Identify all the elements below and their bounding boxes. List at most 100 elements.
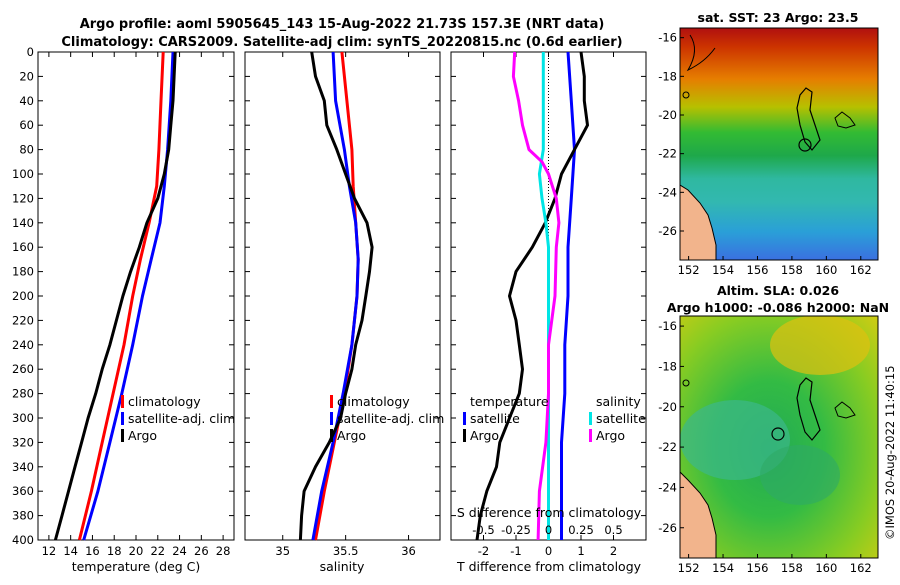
sla-contour-dot	[682, 379, 690, 387]
y-tick-label: 220	[12, 313, 34, 327]
map-y-tick-label: -20	[658, 400, 677, 414]
x-tick-label: -2	[478, 544, 489, 558]
temperature-legend: climatology satellite-adj. clim Argo	[121, 394, 235, 443]
salinity-legend: climatology satellite-adj. clim Argo	[330, 394, 444, 443]
sla-land-australia	[680, 472, 716, 558]
x-tick-label: 35	[275, 544, 290, 558]
sst-coastline	[680, 184, 717, 260]
map-x-tick-label: 158	[781, 561, 803, 575]
sst-map-field	[680, 28, 878, 260]
sla-map-frame	[679, 315, 879, 559]
map-x-tick-label: 154	[712, 263, 734, 277]
series-line-climatology	[77, 51, 165, 541]
map-x-tick-label: 152	[678, 263, 700, 277]
y-tick-label: 240	[12, 338, 34, 352]
map-y-tick-label: -26	[658, 224, 677, 238]
sst-map-frame	[679, 27, 879, 261]
legend-swatch-s-satellite	[589, 412, 592, 425]
map-y-tick-label: -20	[658, 108, 677, 122]
map-x-tick-label: 152	[678, 561, 700, 575]
legend-argo: Argo	[337, 428, 366, 443]
sla-reef-contour	[796, 377, 821, 441]
salinity-x-label: salinity	[320, 559, 365, 574]
map-x-tick-label: 162	[850, 561, 872, 575]
legend-swatch-climatology	[330, 395, 333, 408]
legend-swatch-t-argo	[463, 429, 466, 442]
x-tick-label: 22	[150, 544, 165, 558]
map-y-tick-label: -24	[658, 480, 677, 494]
sla-high-n	[770, 316, 870, 375]
y-tick-label: 0	[27, 45, 34, 59]
series-line-satellite-adj-clim	[311, 51, 360, 541]
x-tick-label: 18	[107, 544, 122, 558]
y-tick-label: 140	[12, 216, 34, 230]
y-tick-label: 360	[12, 484, 34, 498]
difference-salinity-legend: salinity satellite Argo	[589, 394, 646, 443]
map-y-tick-label: -24	[658, 185, 677, 199]
map-x-tick-label: 160	[815, 561, 837, 575]
x-tick-label: -1	[510, 544, 521, 558]
y-tick-label: 100	[12, 167, 34, 181]
x-tick-label: 35.5	[333, 544, 359, 558]
y-tick-label: 260	[12, 362, 34, 376]
sst-land-australia	[680, 185, 716, 260]
y-tick-label: 200	[12, 289, 34, 303]
temperature-plot: 12 14 16 18 20 22 24 26 280204060801001201401601…	[12, 45, 234, 558]
x-tick-label: 0	[545, 544, 552, 558]
y-tick-label: 340	[12, 460, 34, 474]
s-difference-label: S difference from climatology	[457, 505, 642, 520]
x-tick-label: 36	[401, 544, 416, 558]
x-tick-label: 24	[172, 544, 187, 558]
map-x-tick-label: 160	[815, 263, 837, 277]
map-y-tick-label: -16	[658, 31, 677, 45]
map-x-tick-label: 154	[712, 561, 734, 575]
sla-eddy-1	[680, 400, 790, 480]
legend-swatch-argo	[330, 429, 333, 442]
figure-title-line2: Climatology: CARS2009. Satellite-adj cli…	[61, 35, 622, 50]
figure-title-line1: Argo profile: aoml 5905645_143 15-Aug-20…	[80, 17, 605, 32]
sla-map-field	[680, 316, 878, 558]
y-tick-label: 300	[12, 411, 34, 425]
map-x-tick-label: 158	[781, 263, 803, 277]
legend-swatch-climatology	[121, 395, 124, 408]
sla-eddy-2	[760, 445, 840, 505]
series-line-temperature-argo	[475, 51, 589, 541]
salinity-plot-frame	[244, 51, 441, 541]
sst-contour-nw	[686, 34, 716, 72]
map-y-tick-label: -22	[658, 440, 677, 454]
sla-reef-contour-2	[834, 401, 856, 419]
difference-temperature-legend: temperature satellite Argo	[463, 394, 549, 443]
sst-reef-contour-2	[834, 111, 856, 129]
x-tick-label: 14	[63, 544, 78, 558]
legend-swatch-s-argo	[589, 429, 592, 442]
temperature-plot-frame	[37, 51, 235, 541]
y-tick-label: 120	[12, 191, 34, 205]
sst-argo-marker	[798, 138, 812, 152]
legend-satellite-adj: satellite-adj. clim	[337, 411, 444, 426]
legend-climatology: climatology	[337, 394, 410, 409]
y-tick-label: 320	[12, 435, 34, 449]
y-tick-label: 80	[19, 143, 34, 157]
s-diff-tick-label: 0.25	[568, 523, 594, 537]
legend-t-argo: Argo	[470, 428, 499, 443]
series-line-salinity-argo	[511, 51, 561, 541]
x-tick-label: 12	[42, 544, 57, 558]
legend-swatch-satellite	[121, 412, 124, 425]
s-diff-tick-label: -0.5	[472, 523, 494, 537]
sst-map-axes: 152 154 156 158 160 162 -16 -18 -20 -22 -24 -26	[658, 31, 872, 277]
imos-credit: ©IMOS 20-Aug-2022 11:40:15	[883, 365, 897, 540]
y-tick-label: 280	[12, 387, 34, 401]
legend-s-argo: Argo	[596, 428, 625, 443]
temperature-x-label: temperature (deg C)	[72, 559, 201, 574]
legend-salinity-title: salinity	[596, 394, 641, 409]
y-tick-label: 60	[19, 118, 34, 132]
sla-argo-marker	[771, 427, 785, 441]
sst-reef-contour	[796, 87, 821, 151]
sla-map-axes: 152 154 156 158 160 162 -16 -18 -20 -22 -24 -26	[658, 319, 872, 575]
map-y-tick-label: -18	[658, 359, 677, 373]
series-line-salinity-satellite	[537, 52, 550, 540]
x-tick-label: 2	[610, 544, 617, 558]
map-y-tick-label: -26	[658, 521, 677, 535]
